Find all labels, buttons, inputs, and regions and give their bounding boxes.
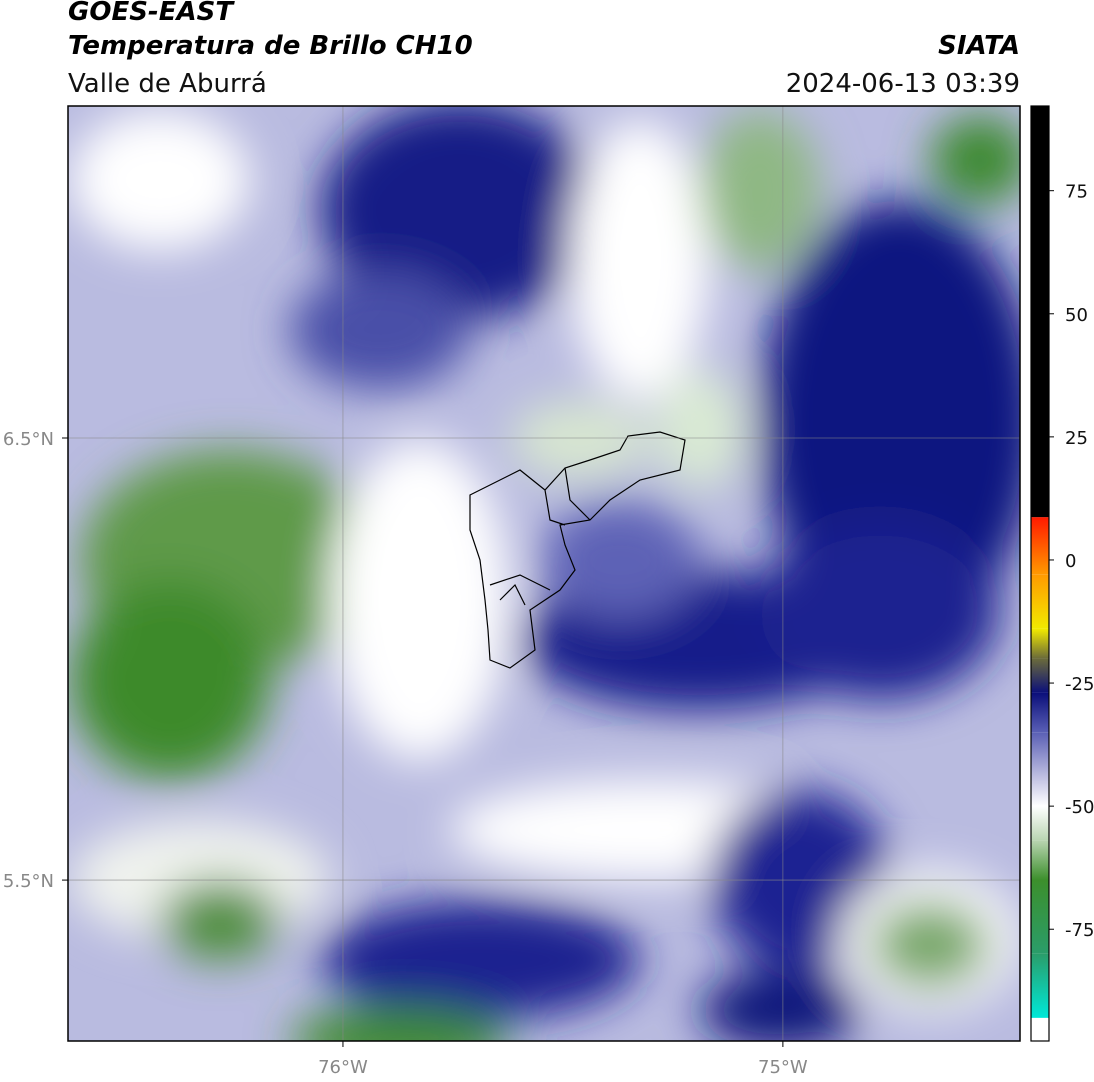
colorbar-tick-label: -75 — [1065, 920, 1094, 941]
colorbar-segment — [1031, 1017, 1049, 1041]
colorbar-segment — [1031, 628, 1049, 659]
colorbar-segment — [1031, 806, 1049, 841]
colorbar-tick-label: 25 — [1065, 428, 1088, 449]
x-tick-label: 76°W — [318, 1057, 368, 1078]
colorbar-segment — [1031, 953, 1049, 1018]
municipality-borders — [469, 431, 686, 669]
colorbar-segment — [1031, 732, 1049, 782]
datetime: 2024-06-13 03:39 — [786, 69, 1020, 99]
colorbar-segment — [1031, 517, 1049, 575]
colorbar-segment — [1031, 658, 1049, 693]
colorbar-tick-label: -25 — [1065, 674, 1094, 695]
colorbar: 75 50 25 0 -25 -50 -75 — [1031, 106, 1094, 1041]
y-tick-label: 5.5°N — [3, 871, 54, 892]
colorbar-segment — [1031, 879, 1049, 954]
satellite-image — [68, 106, 1020, 1041]
colorbar-tick-label: 75 — [1065, 182, 1088, 203]
source: SIATA — [938, 31, 1020, 61]
title: GOES-EAST — [68, 0, 235, 27]
colorbar-segment — [1031, 692, 1049, 733]
colorbar-segment — [1031, 106, 1049, 518]
x-tick-label: 75°W — [758, 1057, 808, 1078]
y-tick-label: 6.5°N — [3, 429, 54, 450]
colorbar-segment — [1031, 781, 1049, 807]
colorbar-tick-label: 0 — [1065, 551, 1076, 572]
map-frame — [67, 105, 1021, 1042]
colorbar-tick-label: 50 — [1065, 305, 1088, 326]
region: Valle de Aburrá — [68, 69, 267, 99]
axes: 76°W 75°W 6.5°N 5.5°N — [3, 106, 1020, 1078]
colorbar-segment — [1031, 574, 1049, 629]
colorbar-segment — [1031, 840, 1049, 880]
subtitle: Temperatura de Brillo CH10 — [68, 31, 473, 61]
colorbar-tick-label: -50 — [1065, 797, 1094, 818]
colorbar-frame — [1030, 105, 1050, 1042]
